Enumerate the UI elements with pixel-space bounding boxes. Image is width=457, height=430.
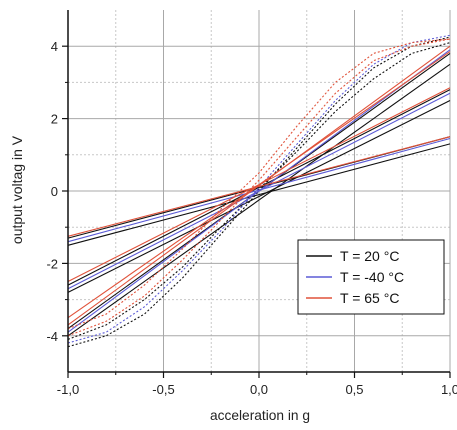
series-group: [67, 34, 451, 348]
legend-label: T = 65 °C: [340, 290, 399, 306]
legend-label: T = -40 °C: [340, 269, 404, 285]
y-axis-label: output voltag in V: [9, 135, 25, 244]
series-line-20: [67, 143, 451, 246]
y-tick-label: -4: [46, 329, 58, 344]
series-line-65-dotted: [67, 38, 451, 330]
series-line-20: [67, 63, 451, 337]
x-tick-label: -0,5: [152, 382, 174, 397]
series-line-20-dotted: [67, 42, 451, 340]
x-tick-label: 0,5: [345, 382, 363, 397]
y-tick-label: 0: [51, 184, 58, 199]
x-tick-label: 0,0: [250, 382, 268, 397]
series-line-65: [67, 136, 451, 237]
legend: T = 20 °C T = -40 °C T = 65 °C: [297, 239, 445, 315]
series-line--40: [67, 49, 451, 333]
x-axis-label: acceleration in g: [210, 407, 310, 423]
series-line-65-dotted: [67, 38, 451, 337]
y-tick-label: 2: [51, 112, 58, 127]
x-tick-label: 1,0: [441, 382, 457, 397]
series-line-65: [67, 51, 451, 319]
series-line-20: [67, 89, 451, 286]
legend-label: T = 20 °C: [340, 248, 399, 264]
series-line-20: [67, 100, 451, 293]
x-tick-label: -1,0: [57, 382, 79, 397]
series-line-20-dotted: [67, 36, 451, 348]
series-line-65: [67, 45, 451, 326]
y-tick-label: 4: [51, 39, 58, 54]
series-line--40: [67, 137, 451, 243]
y-tick-label: -2: [46, 256, 58, 271]
ticks: -1,0 -0,5 0,0 0,5 1,0 -4 -2 0 2 4: [46, 39, 457, 397]
